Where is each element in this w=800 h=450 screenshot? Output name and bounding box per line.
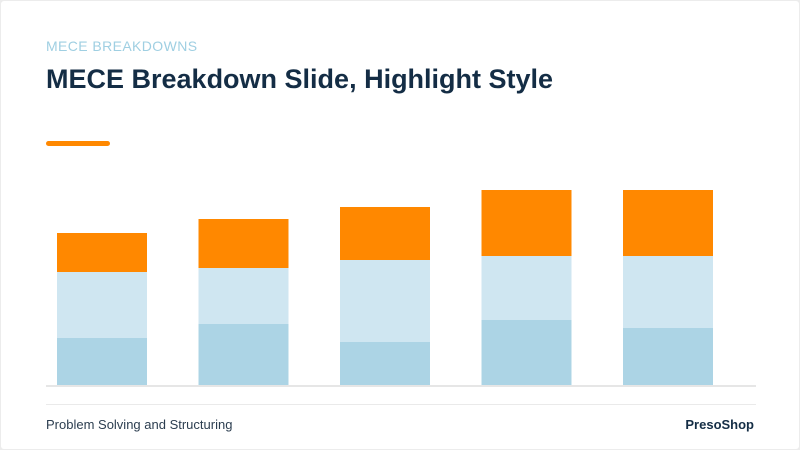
bar-1-segment-2 <box>57 272 147 338</box>
bar-2-segment-3 <box>198 219 289 268</box>
bar-5-segment-2 <box>623 256 713 328</box>
bar-2-segment-2 <box>198 268 289 324</box>
section-eyebrow: MECE BREAKDOWNS <box>46 38 198 54</box>
bar-4-segment-1 <box>481 320 572 385</box>
slide-title: MECE Breakdown Slide, Highlight Style <box>46 64 554 94</box>
bar-1-segment-1 <box>57 338 147 385</box>
footer-brand: PresoShop <box>685 417 754 432</box>
bar-4-segment-3 <box>481 190 572 256</box>
bar-5-segment-1 <box>623 328 713 385</box>
bar-2-segment-1 <box>198 324 289 385</box>
footer-subject: Problem Solving and Structuring <box>46 417 233 432</box>
bar-3-segment-2 <box>340 260 430 342</box>
footer-divider <box>46 404 756 405</box>
bar-3-segment-1 <box>340 342 430 385</box>
bar-5-segment-3 <box>623 190 713 256</box>
title-accent-bar <box>46 141 110 146</box>
bar-3-segment-3 <box>340 207 430 260</box>
bar-1-segment-3 <box>57 233 147 272</box>
bar-4-segment-2 <box>481 256 572 320</box>
